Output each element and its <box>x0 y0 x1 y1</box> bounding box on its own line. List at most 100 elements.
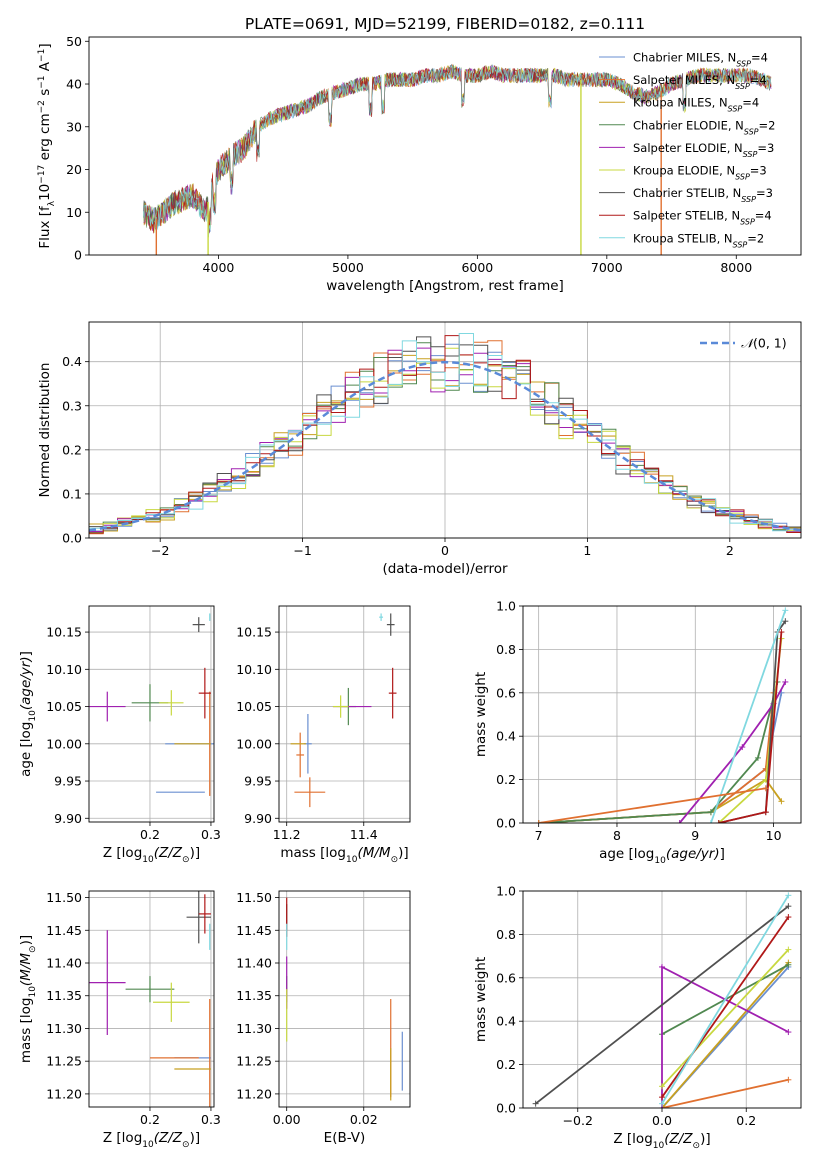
x-tick-label: −2 <box>151 543 169 558</box>
y-tick-label: 9.95 <box>54 774 82 789</box>
legend-label: Salpeter ELODIE, NSSP=3 <box>633 141 774 159</box>
x-tick-label: 11.4 <box>350 827 378 842</box>
y-tick-label: 10.05 <box>236 699 272 714</box>
massweight-vs-Z-axes: −0.2 0.0 0.2 0.0 0.2 0.4 0.6 0.8 1.0 Z [log10(Z/Z… <box>473 884 802 1151</box>
y-tick-label: 11.40 <box>236 956 272 971</box>
y-tick-label: 40 <box>66 77 82 92</box>
y-tick-label: 10.00 <box>236 736 272 751</box>
y-tick-label: 11.20 <box>236 1086 272 1101</box>
weight-line-1 <box>538 787 766 823</box>
y-tick-label: 10.00 <box>46 736 82 751</box>
spectrum-axes: 4000 5000 6000 7000 8000 0 10 20 30 40 50 wavelengt… <box>37 34 802 294</box>
weight-line-1 <box>661 1078 789 1108</box>
x-tick-label: 7 <box>535 828 543 843</box>
y-tick-label: 0.4 <box>496 729 516 744</box>
y-tick-label: 0.8 <box>496 927 516 942</box>
x-axis-label: wavelength [Angstrom, rest frame] <box>326 278 564 294</box>
y-tick-label: 10 <box>66 205 82 220</box>
x-axis-label: mass [log10(M/M⊙)] <box>280 845 408 865</box>
y-tick-label: 11.25 <box>46 1054 82 1069</box>
x-tick-label: 4000 <box>203 260 235 275</box>
axes-frame <box>278 605 411 823</box>
y-tick-label: 11.35 <box>46 988 82 1003</box>
y-tick-label: 11.30 <box>236 1021 272 1036</box>
x-tick-label: 0.3 <box>201 1112 221 1127</box>
mass-vs-Z-axes: 0.2 0.3 11.20 11.25 11.30 11.35 11.40 11.45 11.5… <box>18 890 221 1150</box>
x-tick-label: −0.2 <box>563 1113 593 1128</box>
y-tick-label: 11.45 <box>46 923 82 938</box>
spectrum-marks <box>143 63 772 255</box>
weight-line-8 <box>710 610 787 823</box>
y-tick-label: 0.0 <box>496 816 516 831</box>
massweight-vs-Z-marks <box>532 892 792 1108</box>
weight-line-7 <box>661 916 790 1098</box>
y-tick-label: 11.45 <box>236 923 272 938</box>
y-tick-label: 10.10 <box>46 662 82 677</box>
legend-label: 𝒩(0, 1) <box>741 336 787 351</box>
axes-frame <box>522 890 802 1109</box>
x-tick-label: 2 <box>726 543 734 558</box>
x-axis-label: E(B-V) <box>324 1130 366 1146</box>
y-tick-label: 0.1 <box>62 486 82 501</box>
y-tick-label: 11.40 <box>46 956 82 971</box>
y-tick-label: 30 <box>66 119 82 134</box>
x-axis-label: Z [log10(Z/Z⊙)] <box>103 1130 200 1150</box>
y-tick-label: 0.6 <box>496 970 516 985</box>
age-vs-Z-axes: 0.2 0.3 9.90 9.95 10.00 10.05 10.10 10.15 Z [log… <box>18 605 221 865</box>
y-tick-label: 0 <box>74 248 82 263</box>
x-tick-label: 0.2 <box>140 827 160 842</box>
legend-label: Chabrier ELODIE, NSSP=2 <box>633 118 775 136</box>
weight-line-0 <box>538 692 783 823</box>
y-tick-label: 10.05 <box>46 699 82 714</box>
mass-vs-Z-marks <box>89 891 211 1107</box>
y-tick-label: 20 <box>66 162 82 177</box>
y-tick-label: 0.0 <box>62 531 82 546</box>
y-tick-label: 0.2 <box>496 772 516 787</box>
y-tick-label: 11.25 <box>236 1054 272 1069</box>
axes-frame <box>88 605 215 823</box>
x-tick-label: 0.2 <box>140 1112 160 1127</box>
spectrum-legend: Chabrier MILES, NSSP=4 Salpeter MILES, NS… <box>599 51 775 249</box>
massweight-vs-age-marks <box>535 607 789 823</box>
y-tick-label: 9.95 <box>244 774 272 789</box>
legend-label: Chabrier STELIB, NSSP=3 <box>633 186 773 204</box>
legend-label: Kroupa STELIB, NSSP=2 <box>633 231 764 249</box>
y-tick-label: 10.10 <box>236 662 272 677</box>
y-axis-label: Flux [fλ10−17 erg cm−2 s−1 A−1] <box>37 43 57 248</box>
legend-label: Salpeter STELIB, NSSP=4 <box>633 209 772 227</box>
massweight-vs-age-axes: 7 8 9 10 0.0 0.2 0.4 0.6 0.8 1.0 age [log10(age/yr… <box>473 599 802 866</box>
y-tick-label: 0.0 <box>496 1101 516 1116</box>
residual-histogram-axes: −2 −1 0 1 2 0.0 0.1 0.2 0.3 0.4 (data-model)/error… <box>37 321 802 577</box>
y-tick-label: 11.20 <box>46 1086 82 1101</box>
x-tick-label: 9 <box>691 828 699 843</box>
weight-line-6 <box>535 905 789 1105</box>
y-tick-label: 0.6 <box>496 685 516 700</box>
weight-line-5 <box>661 948 790 1087</box>
age-vs-mass-axes: 11.2 11.4 9.90 9.95 10.00 10.05 10.10 10.15 mass… <box>236 605 411 865</box>
x-axis-label: (data-model)/error <box>382 561 508 577</box>
y-tick-label: 0.8 <box>496 642 516 657</box>
y-tick-label: 0.2 <box>496 1057 516 1072</box>
legend-label: Kroupa ELODIE, NSSP=3 <box>633 164 767 182</box>
y-tick-label: 9.90 <box>54 811 82 826</box>
weight-line-3 <box>538 681 779 823</box>
y-tick-label: 0.3 <box>62 398 82 413</box>
weight-line-1 <box>538 692 775 823</box>
spectrum-series-8 <box>143 63 772 238</box>
y-tick-label: 9.90 <box>244 811 272 826</box>
y-tick-label: 0.2 <box>62 442 82 457</box>
x-tick-label: 0.2 <box>736 1113 756 1128</box>
x-axis-label: Z [log10(Z/Z⊙)] <box>103 845 200 865</box>
axes-frame <box>522 605 802 824</box>
y-tick-label: 10.15 <box>46 625 82 640</box>
x-tick-label: 6000 <box>461 260 493 275</box>
mass-vs-EBV-axes: 0.00 0.02 11.20 11.25 11.30 11.35 11.40 11.45 11… <box>236 890 411 1146</box>
y-tick-label: 10.15 <box>236 625 272 640</box>
age-vs-Z-marks <box>89 613 214 796</box>
x-axis-label: age [log10(age/yr)] <box>599 846 725 866</box>
x-tick-label: 8000 <box>720 260 752 275</box>
x-tick-label: 0.3 <box>201 827 221 842</box>
weight-line-2 <box>661 962 790 1108</box>
y-tick-label: 11.50 <box>236 890 272 905</box>
